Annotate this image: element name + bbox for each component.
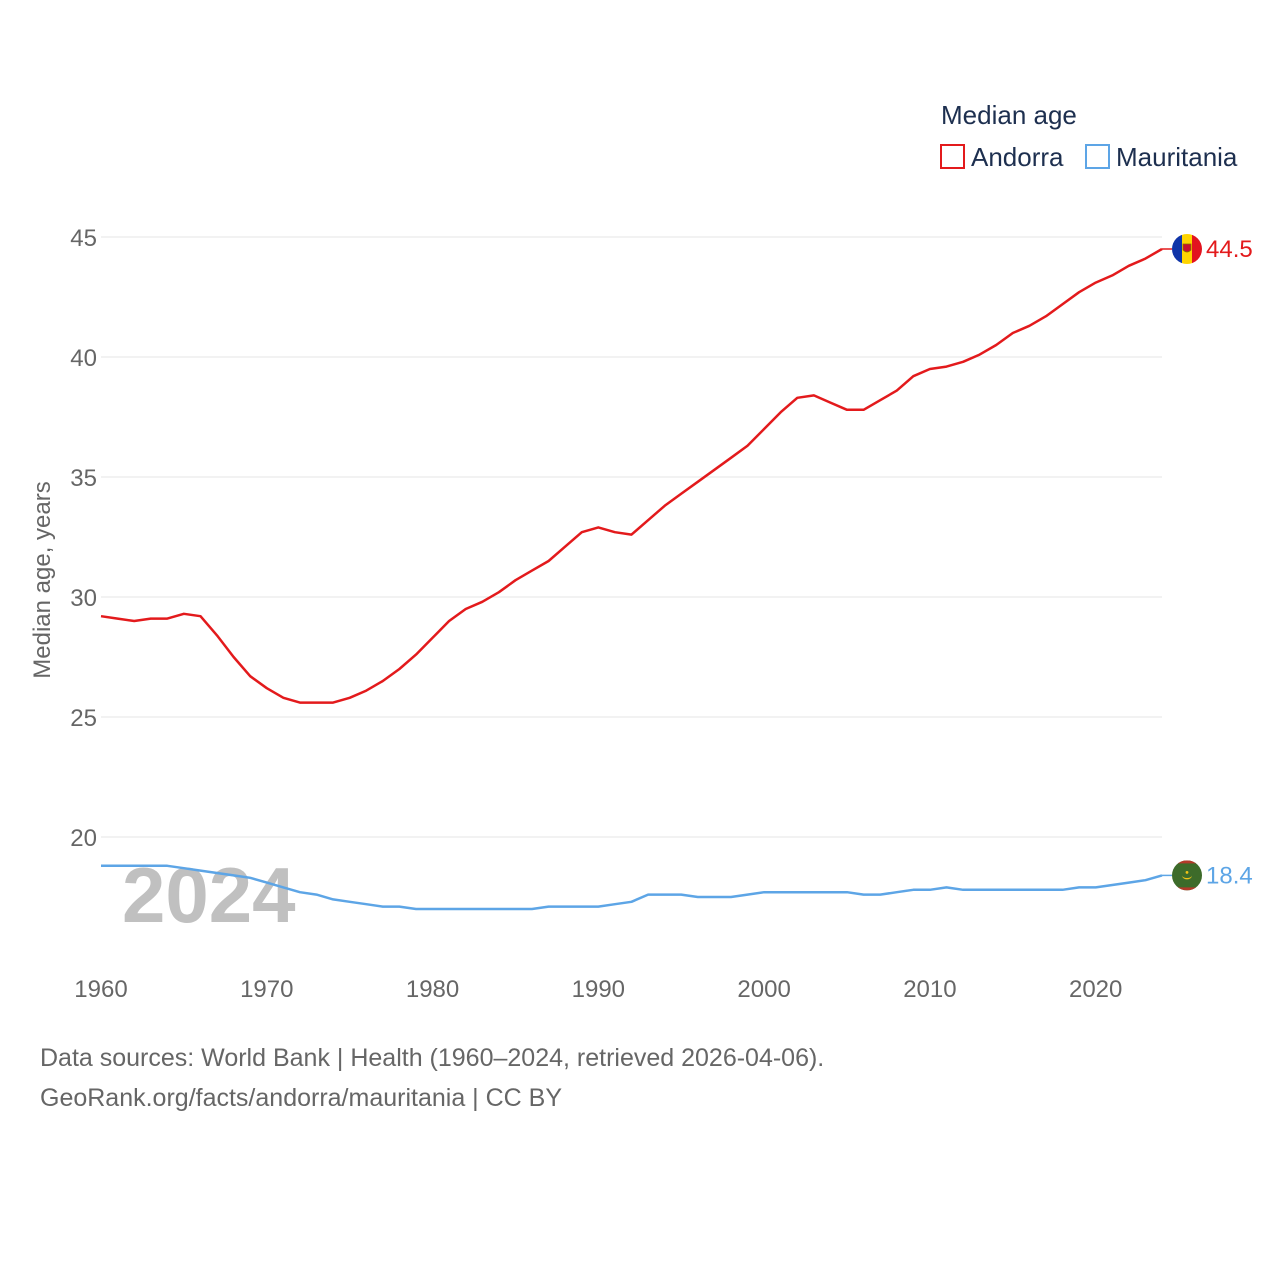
y-tick-label: 35 xyxy=(70,465,97,492)
series-line-andorra[interactable] xyxy=(100,247,1163,704)
legend-swatch-andorra[interactable] xyxy=(940,144,965,169)
x-tick-label: 1990 xyxy=(572,976,625,1003)
end-value-label-mauritania: 18.4 xyxy=(1206,862,1253,889)
x-tick-label: 2010 xyxy=(903,976,956,1003)
footer-attribution[interactable]: GeoRank.org/facts/andorra/mauritania | C… xyxy=(40,1084,563,1112)
y-tick-label: 30 xyxy=(70,585,97,612)
y-axis-label: Median age, years xyxy=(29,481,56,678)
gridlines xyxy=(101,236,1162,838)
legend-label-mauritania[interactable]: Mauritania xyxy=(1116,142,1238,172)
legend: Median age Andorra Mauritania xyxy=(940,100,1238,172)
x-axis-ticks: 1960 1970 1980 1990 2000 2010 2020 xyxy=(74,976,1122,1003)
andorra-flag-icon xyxy=(1172,234,1202,264)
x-tick-label: 1980 xyxy=(406,976,459,1003)
x-tick-label: 2000 xyxy=(737,976,790,1003)
x-tick-label: 1960 xyxy=(74,976,127,1003)
end-markers: 44.5 18.4 xyxy=(1162,234,1253,891)
series-lines xyxy=(100,247,1163,911)
y-tick-label: 20 xyxy=(70,825,97,852)
y-tick-label: 40 xyxy=(70,345,97,372)
legend-label-andorra[interactable]: Andorra xyxy=(971,142,1064,172)
y-axis-ticks: 20 25 30 35 40 45 xyxy=(70,225,97,852)
legend-swatch-mauritania[interactable] xyxy=(1085,144,1110,169)
end-value-label-andorra: 44.5 xyxy=(1206,236,1253,263)
x-tick-label: 2020 xyxy=(1069,976,1122,1003)
series-line-mauritania[interactable] xyxy=(101,864,1163,911)
footer-sources: Data sources: World Bank | Health (1960–… xyxy=(40,1044,825,1072)
year-watermark: 2024 xyxy=(122,851,296,939)
legend-title: Median age xyxy=(941,100,1077,130)
y-tick-label: 45 xyxy=(70,225,97,252)
x-tick-label: 1970 xyxy=(240,976,293,1003)
y-tick-label: 25 xyxy=(70,705,97,732)
mauritania-flag-icon xyxy=(1172,860,1202,891)
